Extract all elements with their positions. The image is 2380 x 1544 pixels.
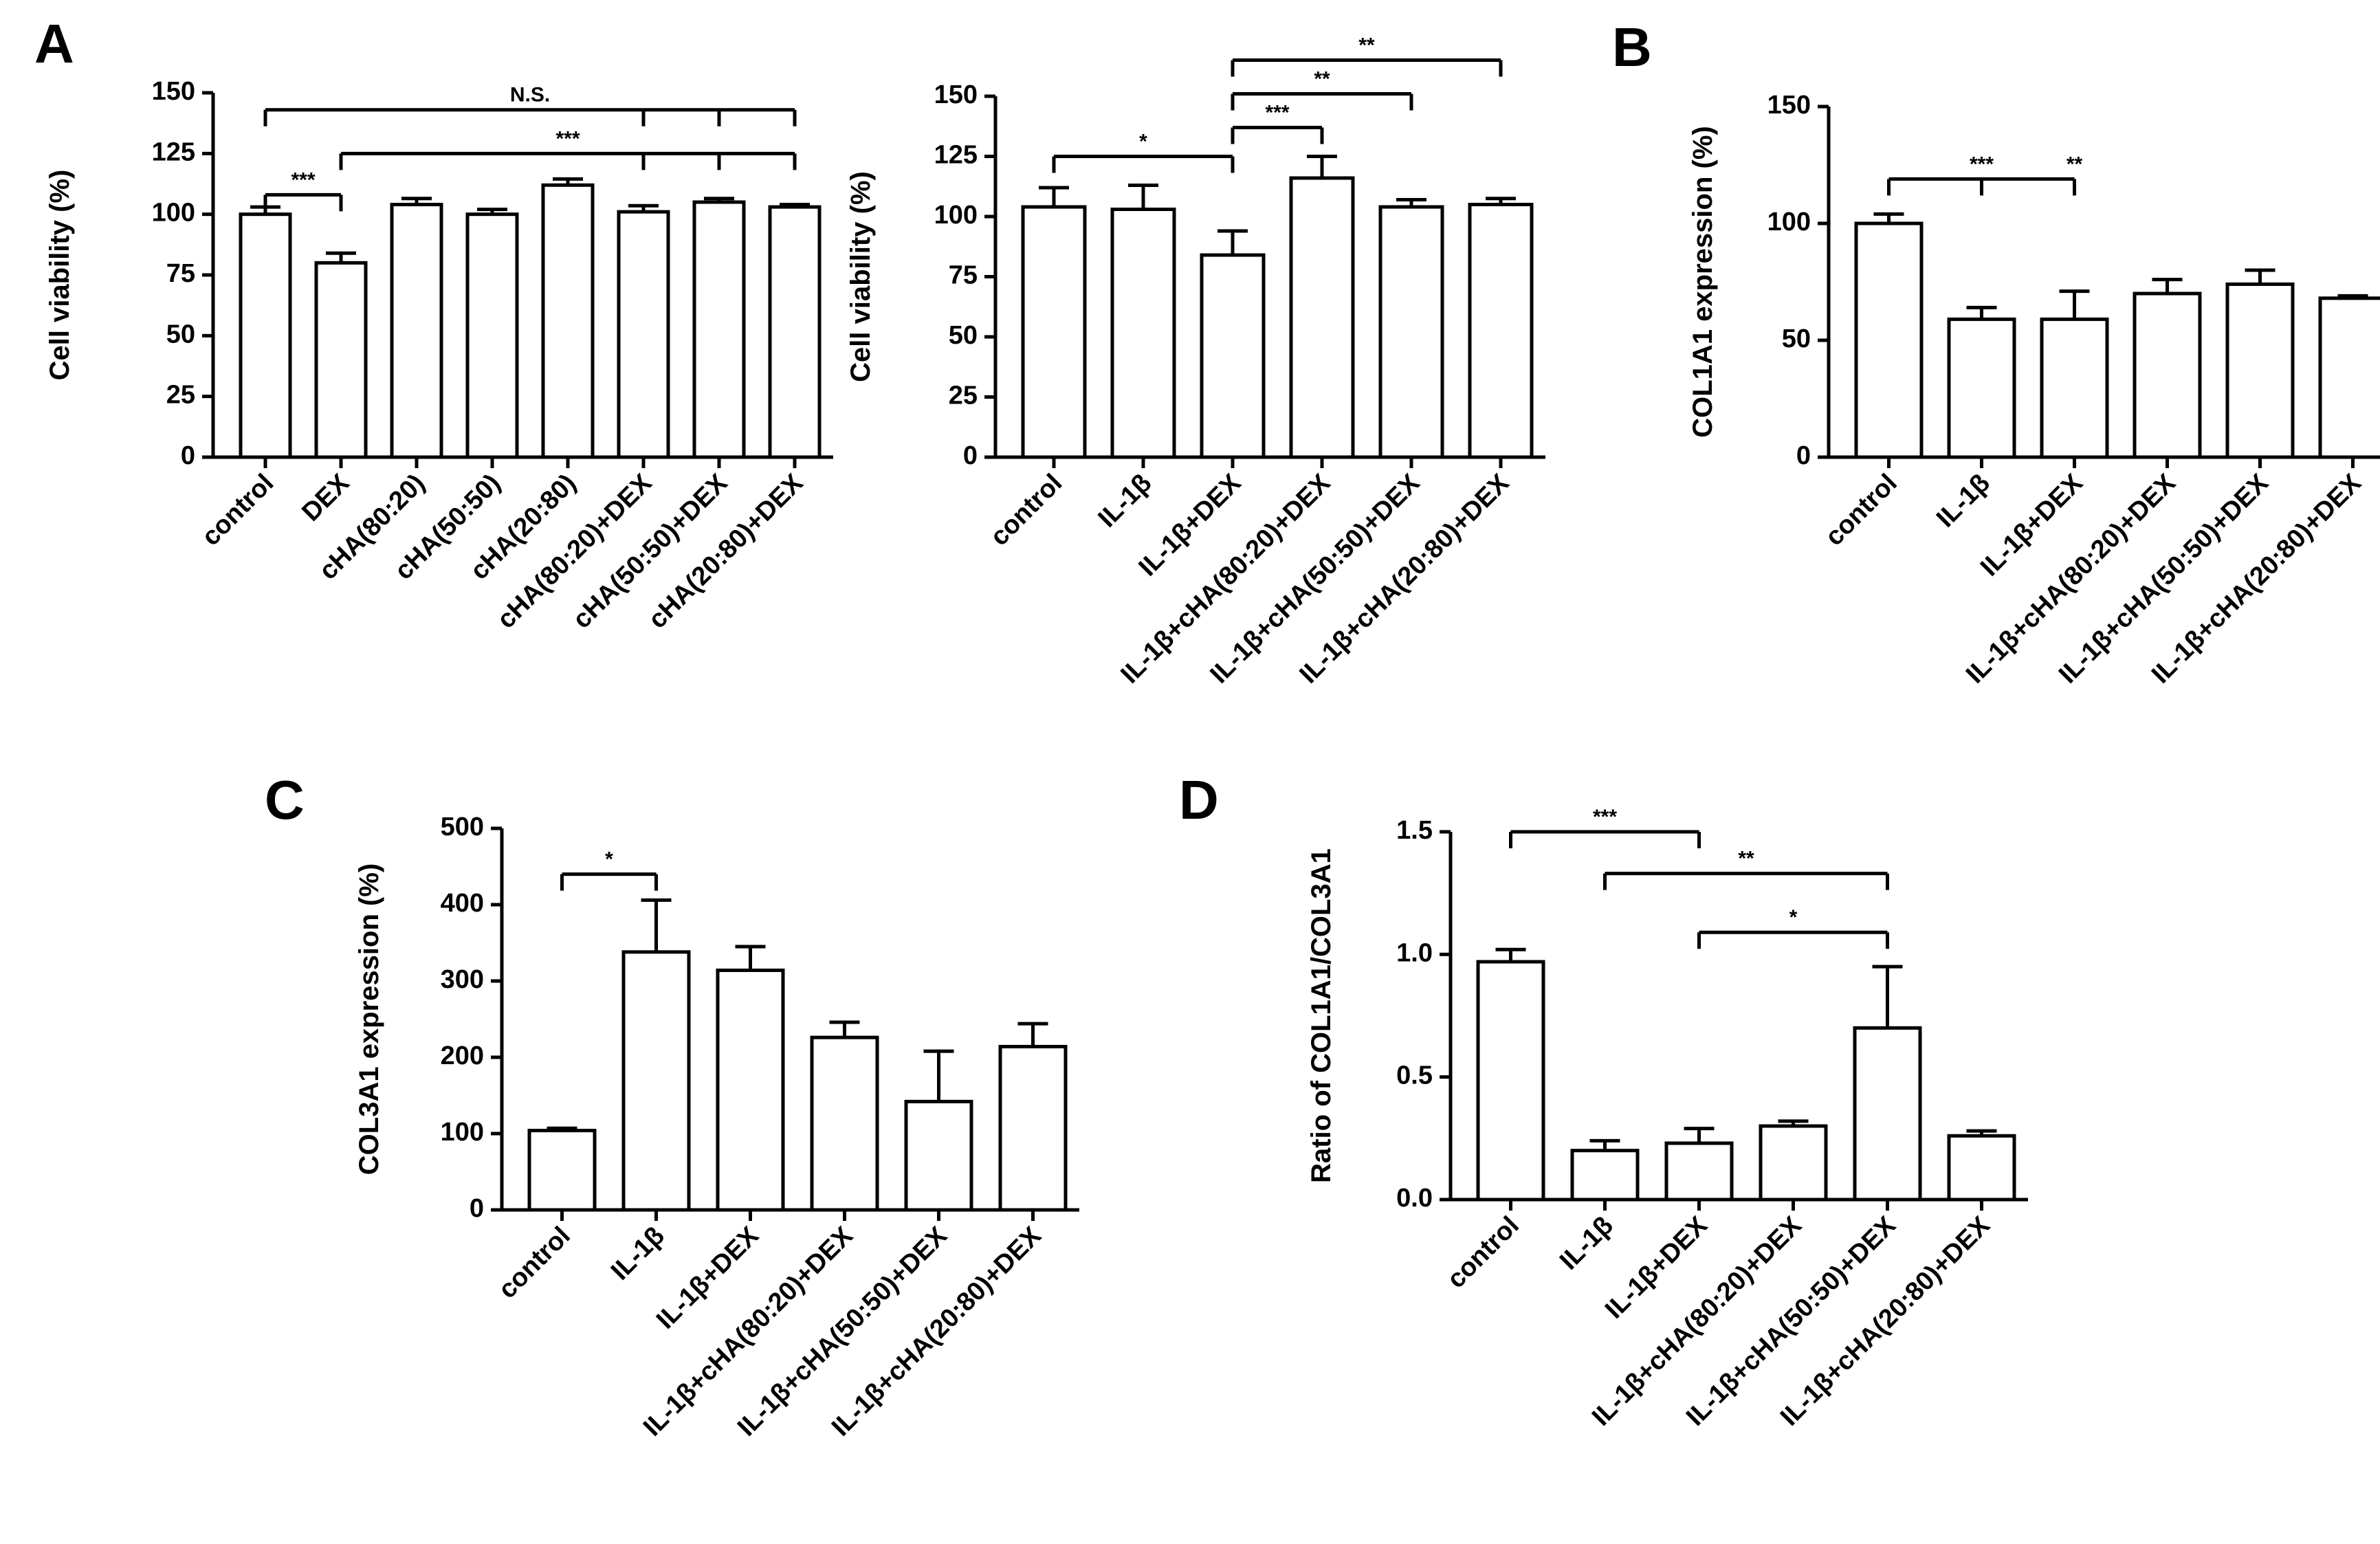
bar (998, 1044, 1068, 1212)
significance-label: ** (1738, 848, 1754, 870)
x-tick-label: IL-1β (1931, 469, 1996, 533)
bar (1289, 176, 1355, 459)
bar (1110, 208, 1176, 459)
y-tick-label: 200 (441, 1041, 484, 1070)
bar (541, 183, 595, 459)
bar (617, 210, 670, 459)
bar (1476, 960, 1545, 1202)
bar (768, 205, 822, 459)
y-tick-label: 500 (441, 813, 484, 841)
y-tick-label: 25 (166, 381, 195, 410)
y-tick-label: 0.0 (1396, 1184, 1433, 1213)
y-tick-label: 25 (949, 382, 978, 410)
chart-panel-2: B 0 50 100 150 COL1A1 expression (%) control IL… (1612, 16, 2380, 690)
y-tick-label: 50 (1782, 324, 1811, 353)
y-tick-label: 400 (441, 889, 484, 918)
y-tick-label: 50 (166, 320, 195, 349)
significance-label: *** (555, 127, 580, 150)
y-tick-label: 75 (949, 261, 978, 290)
x-tick-label: IL-1β (606, 1222, 670, 1286)
y-tick-label: 75 (166, 259, 195, 288)
x-tick-label: IL-1β (1554, 1211, 1619, 1276)
bar (314, 261, 368, 459)
bar (390, 203, 443, 459)
significance-label: *** (1265, 102, 1289, 124)
bar (1200, 253, 1266, 459)
y-axis-label: Ratio of COL1A1/COL3A1 (1306, 848, 1336, 1183)
panel-label: B (1612, 16, 1652, 78)
significance-label: N.S. (510, 84, 550, 107)
y-tick-label: 125 (152, 137, 195, 166)
x-tick-label: control (985, 469, 1068, 552)
bar (1664, 1141, 1734, 1202)
y-tick-label: 1.5 (1396, 816, 1433, 845)
bar (904, 1099, 973, 1212)
bar (2225, 282, 2295, 459)
bar (2133, 291, 2202, 459)
y-tick-label: 0 (470, 1194, 484, 1223)
y-tick-label: 100 (441, 1118, 484, 1147)
y-tick-label: 1.0 (1396, 938, 1433, 967)
y-tick-label: 150 (1767, 91, 1811, 120)
x-tick-label: control (1820, 469, 1903, 552)
y-tick-label: 150 (934, 80, 978, 109)
y-tick-label: 150 (152, 77, 195, 106)
bar (2318, 296, 2380, 459)
y-axis-label: COL1A1 expression (%) (1688, 126, 1718, 437)
x-tick-label: control (493, 1222, 576, 1305)
significance-label: ** (1358, 34, 1375, 57)
bar (239, 212, 292, 459)
y-axis-label: Cell viability (%) (846, 171, 876, 382)
panel-label: A (34, 13, 74, 74)
significance-label: * (605, 848, 613, 871)
significance-label: ** (1314, 68, 1330, 91)
panel-label: C (265, 769, 305, 830)
significance-label: * (1789, 906, 1798, 929)
x-tick-label: control (1442, 1211, 1525, 1294)
significance-label: * (1139, 131, 1147, 153)
bar (527, 1129, 597, 1212)
x-tick-label: control (197, 469, 280, 552)
x-tick-label: IL-1β (1092, 469, 1157, 533)
significance-label: *** (1970, 153, 1994, 175)
bar (621, 950, 691, 1212)
y-tick-label: 100 (934, 201, 978, 230)
bar (1021, 205, 1087, 459)
chart-panel-4: D 0.0 0.5 1.0 1.5 Ratio of COL1A1/COL3A1 contr… (1179, 769, 2028, 1432)
x-tick-label: DEX (296, 468, 355, 527)
y-tick-label: 0.5 (1396, 1061, 1433, 1090)
bar (692, 200, 746, 459)
significance-label: *** (291, 168, 315, 191)
y-tick-label: 0 (181, 441, 195, 470)
bar (810, 1035, 879, 1212)
bar (1570, 1149, 1640, 1202)
significance-label: ** (2067, 153, 2083, 175)
y-tick-label: 50 (949, 321, 978, 350)
y-tick-label: 100 (1767, 208, 1811, 236)
chart-panel-3: C 0 100 200 300 400 500 COL3A1 expression (%) co… (265, 769, 1079, 1442)
bar (1947, 317, 2016, 459)
bar (1378, 205, 1444, 459)
bar (2040, 317, 2109, 459)
y-axis-label: COL3A1 expression (%) (354, 863, 384, 1175)
significance-label: *** (1593, 806, 1617, 828)
y-tick-label: 100 (152, 199, 195, 228)
y-axis-label: Cell viability (%) (45, 170, 75, 381)
bar (1853, 1026, 1922, 1202)
bar (1947, 1134, 2016, 1202)
y-tick-label: 0 (1796, 441, 1811, 470)
y-tick-label: 300 (441, 965, 484, 994)
bar (1854, 221, 1924, 459)
bar (716, 968, 785, 1212)
bar (465, 212, 519, 459)
chart-panel-0: A 0 25 50 75 100 125 150 Cell viability (%) contr… (34, 13, 833, 635)
bar (1468, 203, 1534, 459)
bar (1759, 1124, 1828, 1202)
y-tick-label: 0 (963, 441, 978, 470)
y-tick-label: 125 (934, 141, 978, 170)
chart-panel-1: 0 25 50 75 100 125 150 Cell viability (%) contro… (846, 34, 1545, 690)
panel-label: D (1179, 769, 1219, 830)
